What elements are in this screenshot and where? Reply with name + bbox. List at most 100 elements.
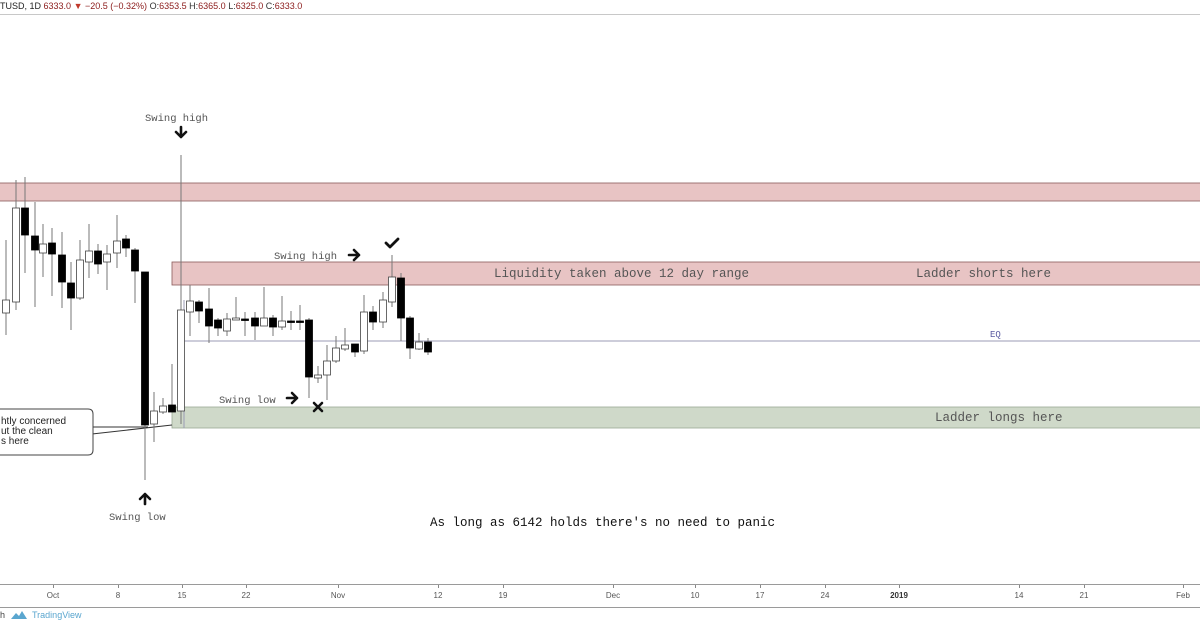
bull-candle-body — [332, 347, 340, 362]
candle[interactable] — [406, 316, 414, 359]
candle[interactable] — [168, 364, 176, 413]
candle[interactable] — [296, 305, 304, 330]
candle[interactable] — [48, 228, 56, 296]
candle[interactable] — [205, 288, 213, 343]
candle[interactable] — [76, 240, 84, 300]
bull-candle-body — [159, 405, 167, 413]
candle[interactable] — [278, 296, 286, 330]
axis-tick-label: 14 — [1014, 591, 1024, 600]
axis-tick-label: Oct — [46, 591, 60, 600]
candle[interactable] — [31, 202, 39, 307]
axis-tick — [246, 585, 247, 588]
bear-candle-body — [122, 238, 130, 249]
candle[interactable] — [351, 343, 359, 357]
candle[interactable] — [186, 285, 194, 336]
candle[interactable] — [223, 313, 231, 336]
bear-candle-body — [67, 282, 75, 299]
upper-resistance-zone[interactable] — [0, 182, 1200, 202]
bull-candle-body — [379, 299, 387, 323]
axis-tick-label: 22 — [241, 591, 251, 600]
axis-tick-label: 19 — [498, 591, 508, 600]
bull-candle-body — [2, 299, 10, 314]
bear-candle-body — [48, 242, 56, 255]
candle[interactable] — [113, 215, 121, 268]
bull-candle-body — [223, 318, 231, 332]
candle[interactable] — [251, 312, 259, 340]
time-axis[interactable]: Oct 8 15 22 Nov 12 19 Dec 10 17 24 2019 14 21 Feb — [0, 584, 1200, 608]
tradingview-brand[interactable]: TradingView — [11, 610, 82, 620]
low-label: L: — [228, 1, 236, 11]
candle[interactable] — [67, 262, 75, 330]
bear-candle-body — [195, 301, 203, 312]
bear-candle-body — [351, 343, 359, 353]
candle[interactable] — [260, 287, 268, 327]
axis-tick-label: Feb — [1176, 591, 1190, 600]
close-value: 6333.0 — [274, 1, 303, 11]
axis-tick — [1084, 585, 1085, 588]
candle[interactable] — [131, 248, 139, 303]
candle[interactable] — [314, 366, 322, 383]
candle[interactable] — [388, 255, 396, 307]
candle[interactable] — [2, 240, 10, 335]
candle[interactable] — [94, 244, 102, 274]
candle[interactable] — [360, 295, 368, 354]
candle[interactable] — [241, 312, 249, 336]
bull-candle-body — [150, 410, 158, 425]
checkmark-icon — [384, 237, 400, 249]
candle[interactable] — [159, 398, 167, 414]
ladder-shorts-zone[interactable] — [171, 261, 1200, 286]
bear-candle-body — [141, 271, 149, 426]
axis-tick — [1183, 585, 1184, 588]
callout-line-1: htly concerned — [1, 416, 66, 427]
candle[interactable] — [85, 224, 93, 278]
candle[interactable] — [397, 273, 405, 341]
axis-tick — [338, 585, 339, 588]
axis-tick — [899, 585, 900, 588]
tradingview-label: TradingView — [32, 610, 82, 620]
candle[interactable] — [195, 300, 203, 323]
candle[interactable] — [21, 177, 29, 273]
bear-candle-body — [94, 250, 102, 265]
candle[interactable] — [415, 333, 423, 350]
candle[interactable] — [141, 271, 149, 480]
high-label: H: — [189, 1, 199, 11]
x-mark-icon — [312, 401, 324, 413]
candle[interactable] — [269, 315, 277, 336]
candle[interactable] — [214, 318, 222, 336]
bull-candle-body — [85, 250, 93, 263]
bull-candle-body — [39, 243, 47, 254]
axis-tick-label: 15 — [177, 591, 187, 600]
bear-candle-body — [214, 319, 222, 329]
ladder-longs-label: Ladder longs here — [935, 411, 1063, 425]
candle[interactable] — [58, 232, 66, 308]
bull-candle-body — [177, 309, 185, 412]
candlestick-series — [2, 155, 432, 480]
candle[interactable] — [287, 311, 295, 330]
candle[interactable] — [177, 155, 185, 424]
candle[interactable] — [232, 297, 240, 321]
bull-candle-body — [113, 240, 121, 254]
candle[interactable] — [103, 245, 111, 290]
bear-candle-body — [31, 235, 39, 251]
close-label: C: — [265, 1, 275, 11]
candle[interactable] — [305, 318, 313, 398]
candle[interactable] — [323, 345, 331, 400]
bear-candle-body — [424, 341, 432, 353]
candle[interactable] — [379, 292, 387, 328]
candle[interactable] — [122, 235, 130, 257]
candle[interactable] — [12, 180, 20, 310]
price-chart[interactable]: htly concerned ut the clean s here Liqui… — [0, 14, 1200, 584]
ladder-longs-zone[interactable] — [171, 406, 1200, 429]
axis-tick-label: 10 — [690, 591, 700, 600]
right-arrow-icon — [285, 391, 299, 405]
eq-label: EQ — [990, 330, 1001, 340]
candle[interactable] — [39, 224, 47, 277]
bull-candle-body — [341, 344, 349, 350]
candle[interactable] — [341, 328, 349, 351]
axis-tick — [182, 585, 183, 588]
bull-candle-body — [232, 317, 240, 321]
candle[interactable] — [424, 338, 432, 355]
candle[interactable] — [369, 306, 377, 330]
candle[interactable] — [332, 336, 340, 363]
candle[interactable] — [150, 392, 158, 442]
